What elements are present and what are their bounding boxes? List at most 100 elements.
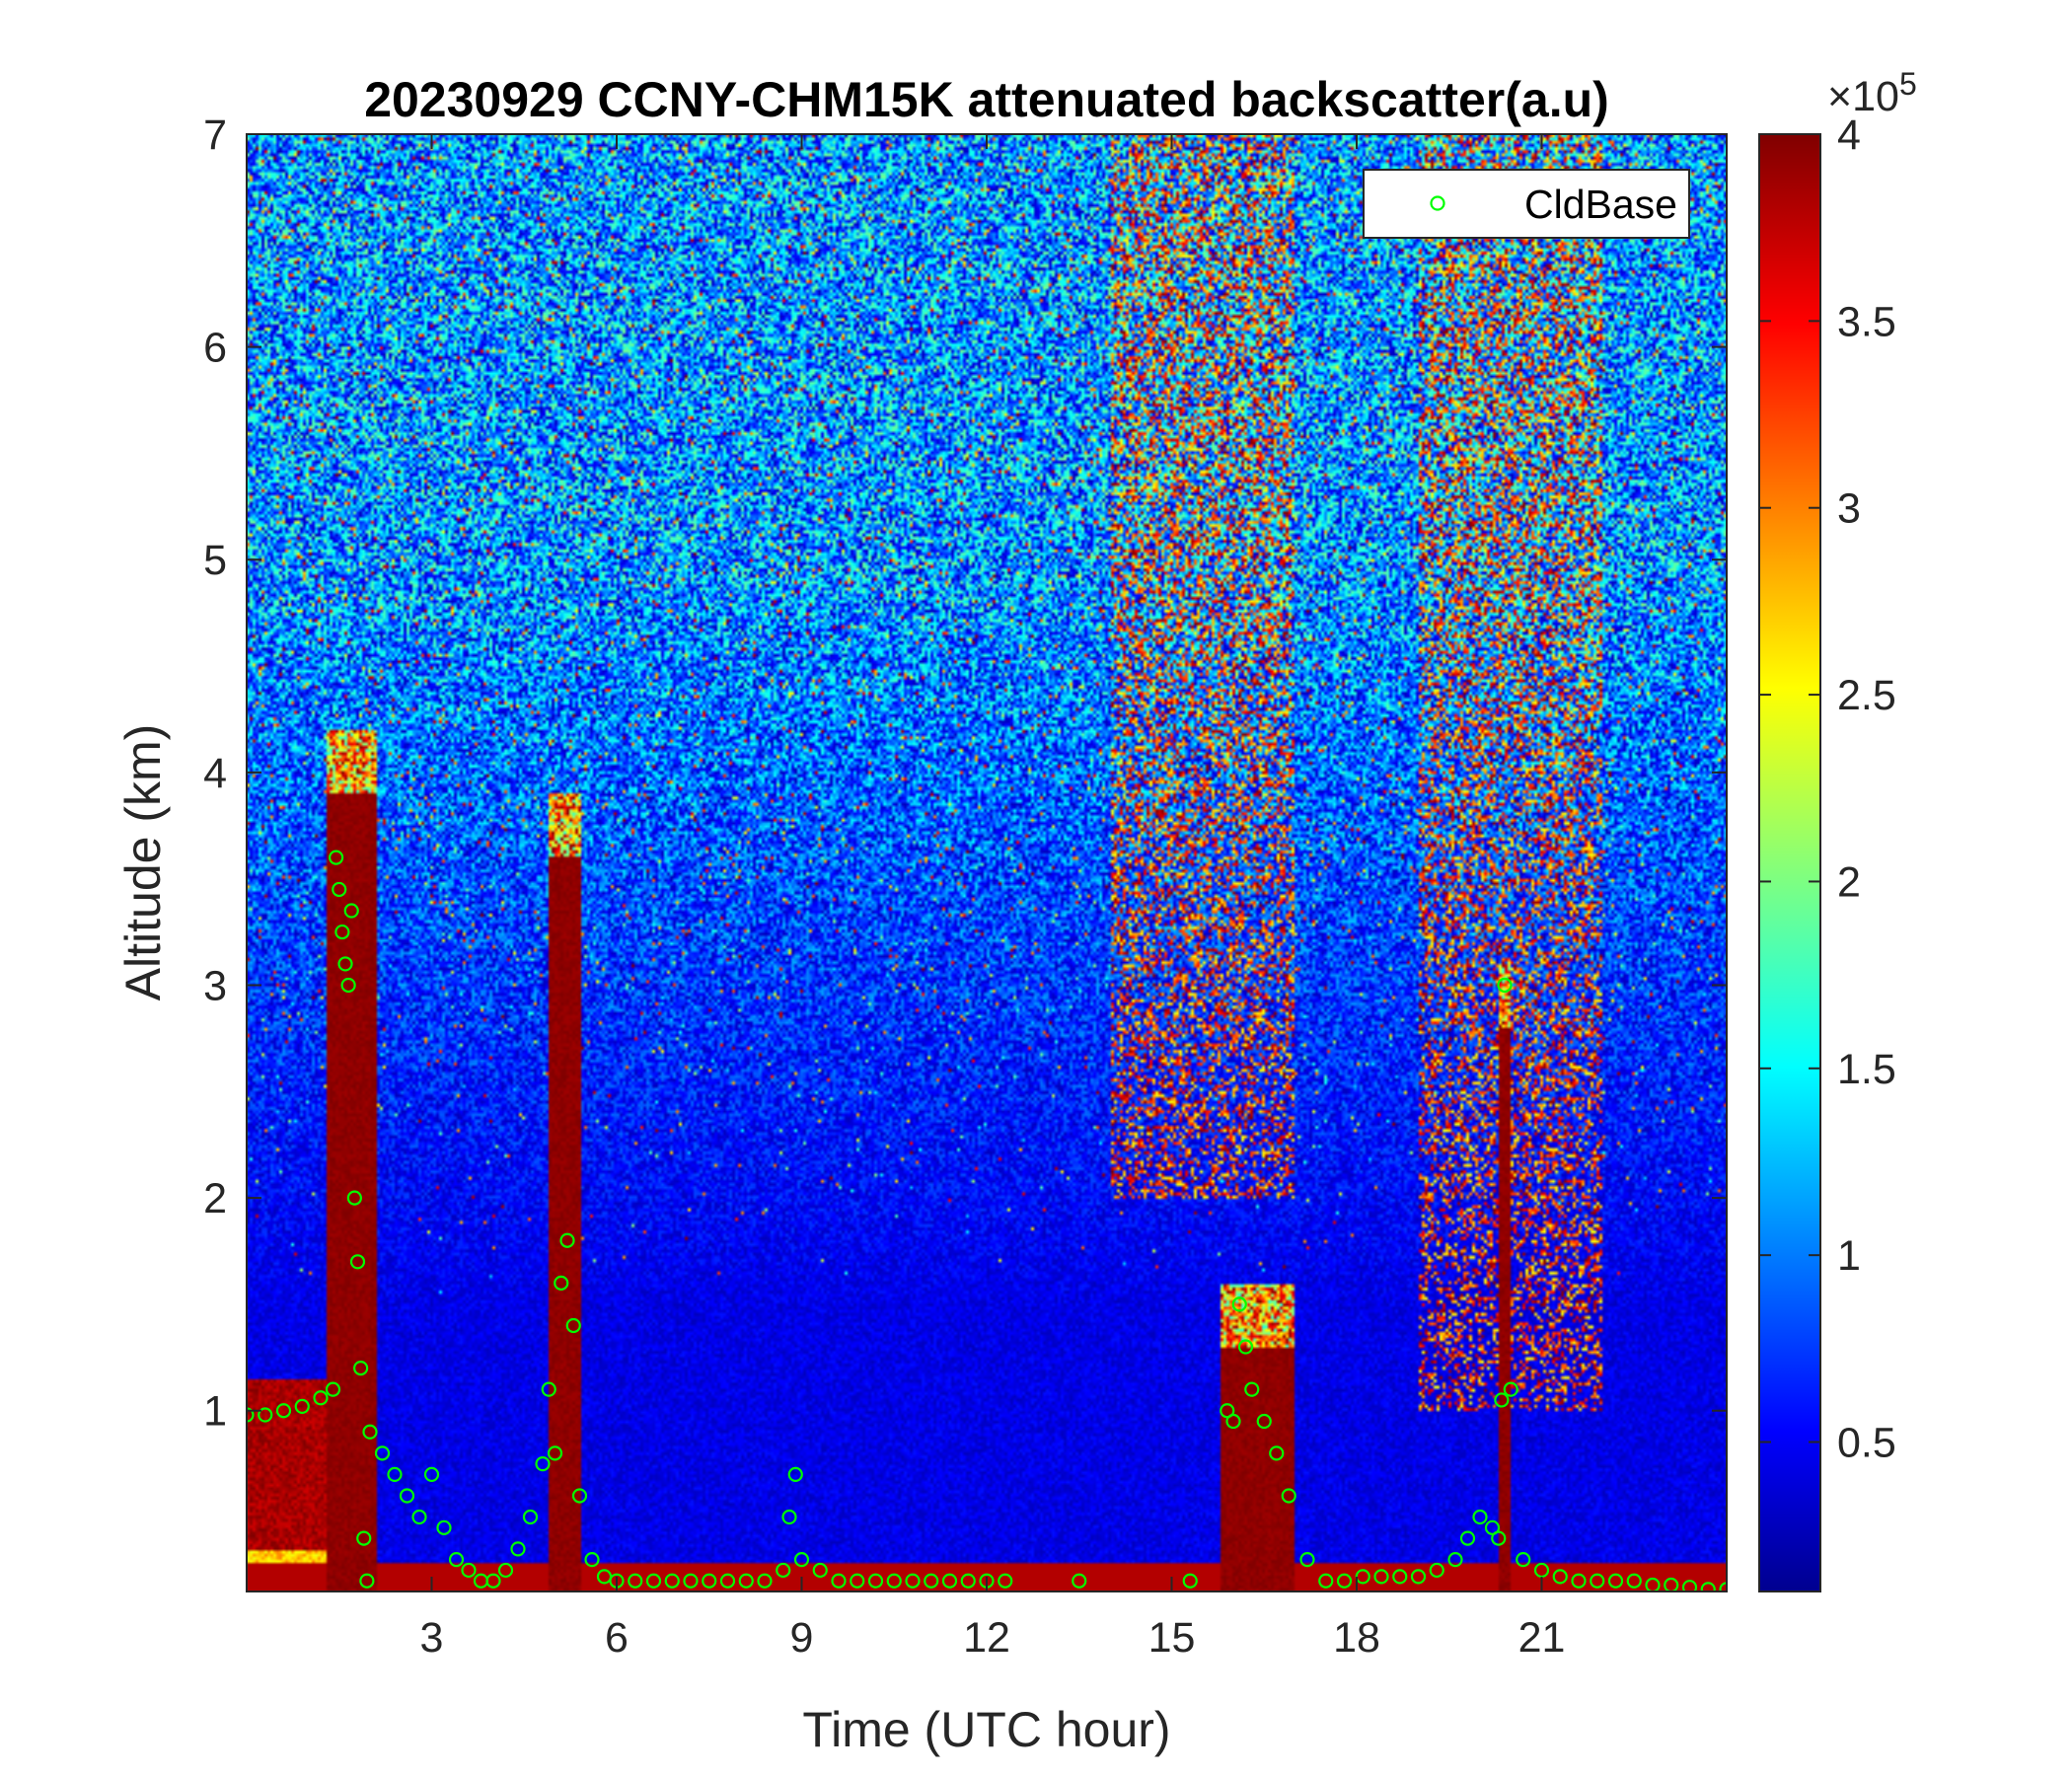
cldbase-point <box>1472 1509 1488 1525</box>
cldbase-point <box>781 1509 797 1525</box>
cldbase-point <box>1182 1573 1198 1589</box>
cldbase-point <box>924 1573 939 1589</box>
cldbase-point <box>1269 1445 1285 1461</box>
cldbase-point <box>329 850 344 865</box>
cldbase-point <box>1626 1573 1642 1589</box>
cldbase-point <box>1533 1562 1550 1579</box>
chart-title: 20230929 CCNY-CHM15K attenuated backscat… <box>364 72 1609 127</box>
cldbase-point <box>664 1573 680 1589</box>
cldbase-point <box>1494 1392 1510 1408</box>
cldbase-point <box>547 1445 563 1461</box>
colorbar-exponent: ×105 <box>1827 66 1917 120</box>
cldbase-point <box>559 1232 575 1248</box>
colorbar: 0.5 1 1.5 2 2.5 3 3.5 4 ×105 <box>1758 66 1917 1592</box>
cldbase-point <box>294 1398 310 1415</box>
cldbase-point <box>702 1573 717 1589</box>
x-tick-label: 3 <box>420 1614 444 1662</box>
cldbase-point <box>334 924 350 940</box>
cldbase-point <box>485 1573 501 1589</box>
cldbase-point <box>554 1275 569 1291</box>
cldbase-point <box>1256 1413 1272 1430</box>
colorbar-tick-label: 3.5 <box>1837 298 1896 345</box>
cldbase-point <box>423 1466 440 1483</box>
cldbase-point <box>337 956 353 972</box>
colorbar-tick-label: 2.5 <box>1837 672 1896 719</box>
cldbase-point <box>645 1573 662 1589</box>
cldbase-point <box>340 977 356 994</box>
cloud-base-series <box>247 850 1727 1591</box>
y-tick-label: 1 <box>203 1388 227 1436</box>
cldbase-point <box>510 1541 526 1557</box>
cldbase-point <box>683 1573 699 1589</box>
cldbase-point <box>387 1466 403 1483</box>
y-axis: 1 2 3 4 5 6 7 <box>203 111 1727 1436</box>
cldbase-point <box>1318 1573 1334 1589</box>
cldbase-point <box>1355 1569 1370 1585</box>
cldbase-point <box>349 1254 366 1270</box>
cldbase-point <box>1299 1552 1315 1568</box>
cldbase-point <box>522 1509 539 1525</box>
colorbar-tick-label: 1.5 <box>1837 1046 1896 1093</box>
y-tick-label: 5 <box>203 537 227 584</box>
colorbar-gradient <box>1759 134 1820 1591</box>
cldbase-point <box>1459 1530 1476 1546</box>
cldbase-point <box>719 1573 736 1589</box>
cldbase-point <box>793 1552 810 1568</box>
cldbase-point <box>738 1573 754 1589</box>
cldbase-point <box>960 1573 976 1589</box>
x-tick-label: 15 <box>1148 1614 1196 1662</box>
y-tick-label: 2 <box>203 1175 227 1222</box>
cldbase-point <box>356 1530 372 1546</box>
x-tick-label: 18 <box>1333 1614 1380 1662</box>
y-tick-label: 4 <box>203 750 227 797</box>
cldbase-point <box>757 1573 773 1589</box>
legend-label-cldbase: CldBase <box>1524 182 1677 227</box>
cldbase-point <box>247 1407 255 1423</box>
cldbase-point <box>1072 1573 1087 1589</box>
cldbase-point <box>998 1573 1013 1589</box>
x-axis: 3 6 9 12 15 18 21 <box>420 134 1565 1662</box>
cldbase-point <box>541 1381 556 1397</box>
cldbase-point <box>1719 1582 1727 1591</box>
cldbase-point <box>325 1381 341 1397</box>
cldbase-point <box>461 1562 477 1579</box>
y-tick-label: 3 <box>203 962 227 1009</box>
cldbase-point <box>343 903 359 919</box>
cldbase-point <box>776 1562 791 1579</box>
x-axis-label: Time (UTC hour) <box>802 1702 1170 1757</box>
cldbase-point <box>1281 1488 1296 1504</box>
legend-box <box>1363 169 1690 239</box>
colorbar-tick-label: 3 <box>1837 485 1861 533</box>
cldbase-point <box>275 1403 292 1419</box>
cldbase-point <box>1552 1569 1568 1585</box>
cldbase-point <box>362 1424 378 1440</box>
cldbase-point <box>258 1407 273 1423</box>
cldbase-point <box>436 1519 452 1535</box>
cldbase-point <box>1447 1552 1463 1568</box>
cldbase-point <box>313 1390 329 1406</box>
cldbase-point <box>1681 1580 1698 1591</box>
cldbase-point <box>1664 1577 1679 1591</box>
cldbase-point <box>1392 1569 1408 1585</box>
cldbase-point <box>1373 1569 1389 1585</box>
cldbase-point <box>565 1317 581 1334</box>
cldbase-point <box>1237 1339 1254 1355</box>
colorbar-tick-label: 0.5 <box>1837 1420 1896 1467</box>
cldbase-point <box>497 1562 514 1579</box>
cldbase-point <box>1700 1582 1716 1591</box>
x-tick-label: 9 <box>790 1614 814 1662</box>
cldbase-point <box>1429 1562 1444 1579</box>
cldbase-point <box>1336 1573 1353 1589</box>
x-tick-label: 12 <box>963 1614 1010 1662</box>
cldbase-point <box>1225 1413 1241 1430</box>
colorbar-ticks: 0.5 1 1.5 2 2.5 3 3.5 4 <box>1759 111 1896 1467</box>
cldbase-point <box>535 1456 551 1472</box>
heatmap-plot-area <box>247 134 1727 1591</box>
cldbase-point <box>332 881 347 898</box>
cldbase-point <box>905 1573 921 1589</box>
cldbase-point <box>1590 1573 1605 1589</box>
cldbase-point <box>374 1445 391 1461</box>
colorbar-tick-label: 2 <box>1837 858 1861 906</box>
cldbase-point <box>1607 1573 1624 1589</box>
cldbase-point <box>1645 1577 1661 1591</box>
